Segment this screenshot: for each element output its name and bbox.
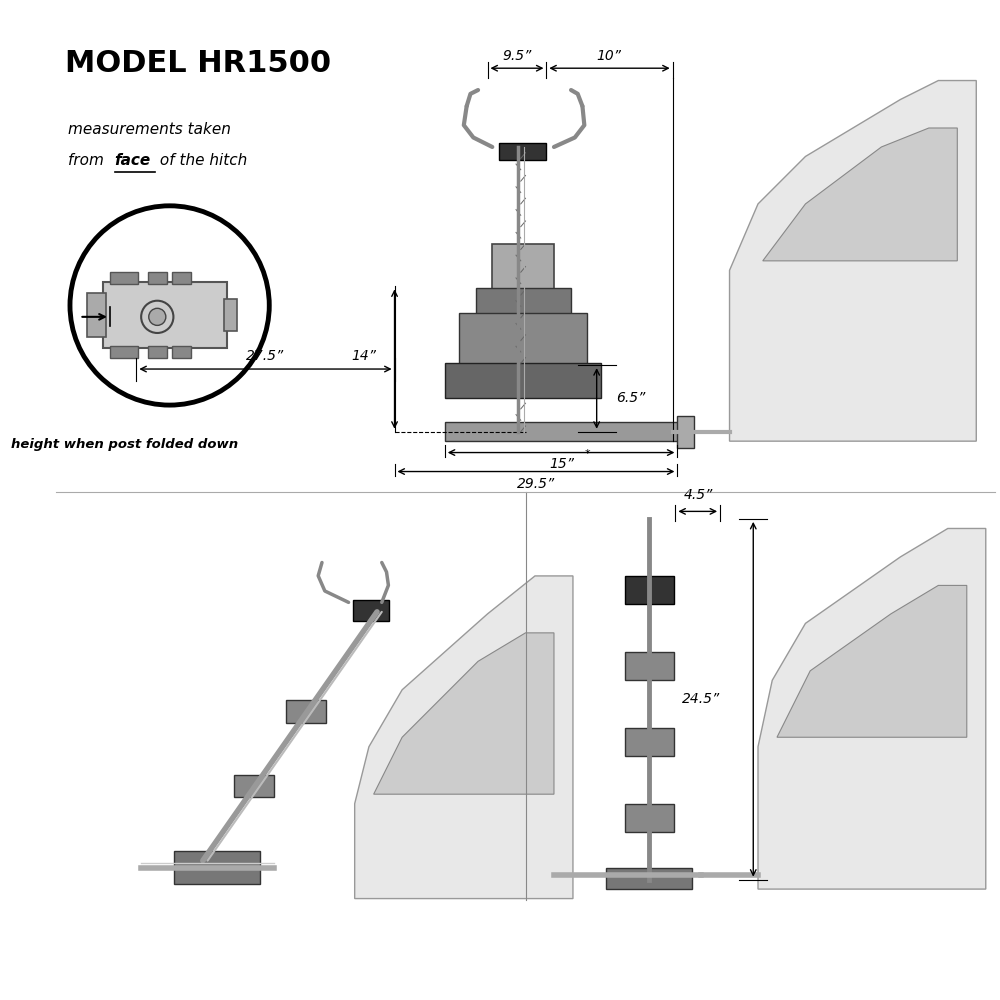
FancyBboxPatch shape [492, 244, 554, 293]
Polygon shape [355, 576, 573, 899]
Text: MODEL HR1500: MODEL HR1500 [65, 49, 331, 78]
Text: face: face [115, 153, 151, 168]
Text: 4.5”: 4.5” [684, 488, 713, 502]
Text: 9.5”: 9.5” [502, 49, 532, 63]
FancyBboxPatch shape [459, 313, 587, 365]
FancyBboxPatch shape [172, 346, 191, 358]
Text: 10”: 10” [597, 49, 622, 63]
FancyBboxPatch shape [499, 143, 546, 160]
FancyBboxPatch shape [148, 346, 167, 358]
Text: 29.5”: 29.5” [517, 477, 555, 491]
FancyBboxPatch shape [625, 576, 674, 604]
FancyBboxPatch shape [625, 804, 674, 832]
Circle shape [149, 308, 166, 325]
FancyBboxPatch shape [110, 272, 138, 284]
Text: height when post folded down: height when post folded down [11, 438, 239, 451]
Text: 15”: 15” [549, 457, 574, 471]
Polygon shape [374, 633, 554, 794]
Text: 24.5”: 24.5” [682, 692, 720, 706]
FancyBboxPatch shape [625, 728, 674, 756]
Text: 14”: 14” [352, 349, 377, 363]
FancyBboxPatch shape [148, 272, 167, 284]
FancyBboxPatch shape [103, 282, 227, 348]
Polygon shape [763, 128, 957, 261]
Polygon shape [730, 81, 976, 441]
FancyBboxPatch shape [87, 293, 106, 337]
FancyBboxPatch shape [110, 346, 138, 358]
FancyBboxPatch shape [445, 363, 601, 398]
FancyBboxPatch shape [606, 868, 692, 889]
FancyBboxPatch shape [286, 700, 326, 723]
Text: of the hitch: of the hitch [155, 153, 248, 168]
Polygon shape [758, 528, 986, 889]
Polygon shape [777, 585, 967, 737]
FancyBboxPatch shape [625, 652, 674, 680]
FancyBboxPatch shape [224, 299, 237, 331]
FancyBboxPatch shape [172, 272, 191, 284]
FancyBboxPatch shape [234, 775, 274, 797]
Text: *: * [584, 449, 590, 459]
FancyBboxPatch shape [677, 416, 694, 448]
FancyBboxPatch shape [476, 288, 571, 315]
Text: 27.5”: 27.5” [246, 349, 285, 363]
Text: from: from [68, 153, 109, 168]
Text: 6.5”: 6.5” [616, 391, 645, 405]
FancyBboxPatch shape [174, 851, 260, 884]
Text: measurements taken: measurements taken [68, 122, 231, 137]
FancyBboxPatch shape [353, 600, 389, 621]
FancyBboxPatch shape [445, 422, 682, 441]
